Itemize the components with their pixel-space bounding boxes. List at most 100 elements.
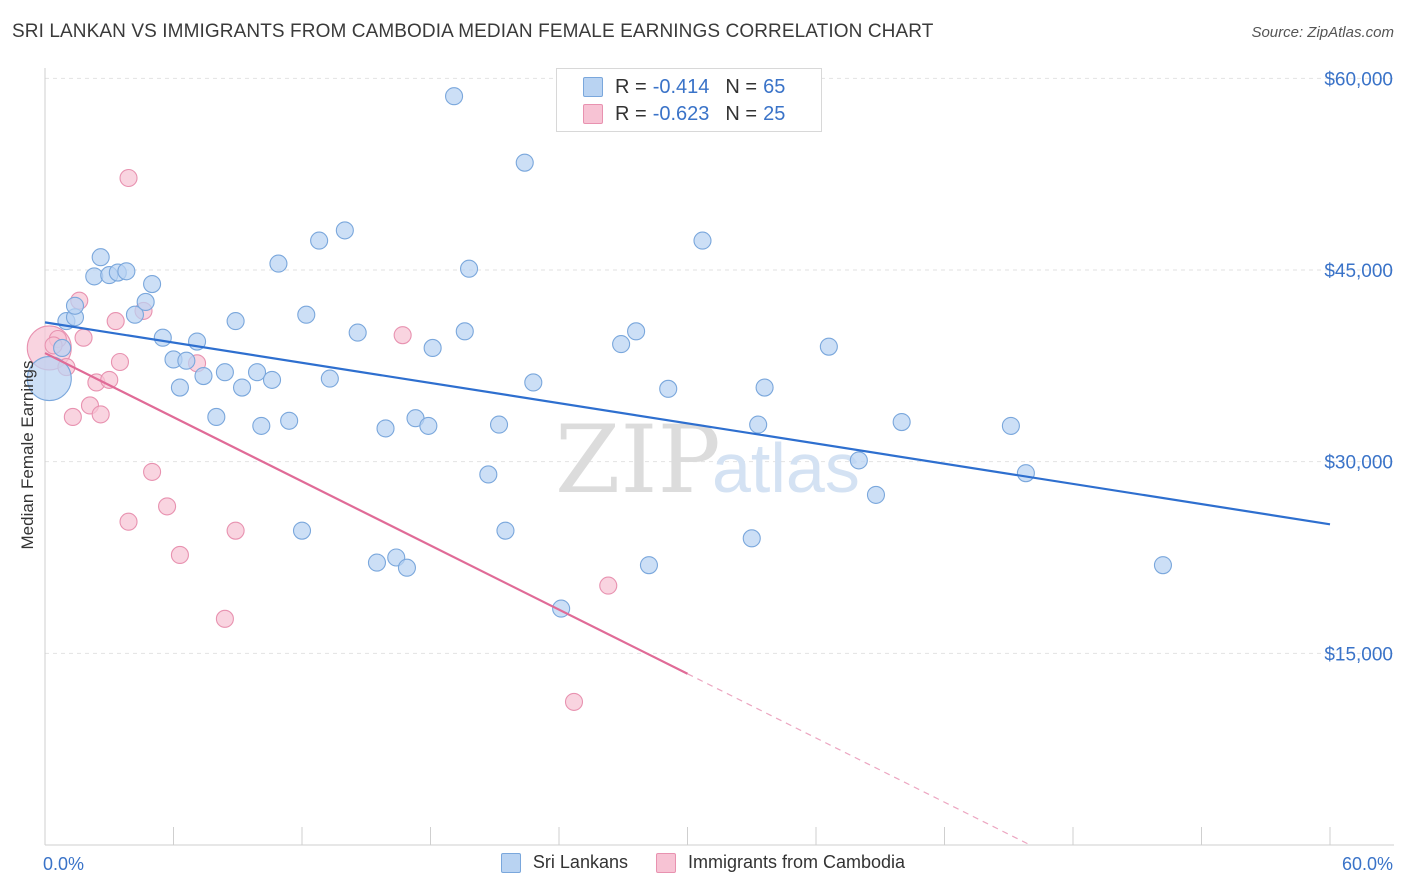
n-label: N = bbox=[725, 75, 758, 98]
data-point bbox=[489, 415, 509, 434]
source-label: Source: ZipAtlas.com bbox=[1251, 24, 1394, 41]
data-point bbox=[367, 553, 387, 572]
data-point bbox=[1016, 464, 1035, 483]
data-point bbox=[177, 351, 196, 370]
axes: 0.0% 60.0% bbox=[43, 827, 1394, 874]
data-point bbox=[194, 367, 213, 386]
data-point bbox=[892, 413, 911, 432]
data-point bbox=[232, 378, 252, 397]
trend-line-cambodia bbox=[44, 352, 688, 675]
legend-label: Sri Lankans bbox=[532, 852, 628, 872]
data-point bbox=[335, 221, 354, 240]
watermark-zip: ZIP bbox=[555, 406, 721, 515]
stats-row-cambodia: R = -0.623 N = 25 bbox=[583, 102, 785, 126]
data-point bbox=[226, 312, 245, 331]
data-point bbox=[423, 338, 442, 357]
r-value: -0.414 bbox=[652, 75, 710, 98]
trend-line-sri-lankans bbox=[44, 321, 1331, 526]
data-point bbox=[262, 370, 282, 389]
data-point bbox=[247, 363, 267, 382]
legend-label: Immigrants from Cambodia bbox=[687, 852, 906, 872]
data-point bbox=[119, 168, 138, 188]
data-point bbox=[143, 462, 162, 481]
y-tick-label: $45,000 bbox=[1324, 261, 1393, 282]
legend-item-sri-lankans: Sri Lankans bbox=[500, 852, 628, 873]
n-label: N = bbox=[725, 102, 758, 125]
data-point bbox=[136, 292, 155, 311]
r-label: R = bbox=[615, 102, 647, 125]
r-value: -0.623 bbox=[652, 102, 710, 125]
data-point bbox=[269, 254, 288, 273]
pink-swatch bbox=[655, 852, 676, 873]
data-point bbox=[53, 338, 72, 357]
data-point bbox=[455, 322, 474, 341]
data-point bbox=[91, 405, 110, 424]
data-point bbox=[215, 609, 234, 628]
data-point bbox=[320, 369, 339, 388]
data-point bbox=[292, 521, 312, 540]
data-point bbox=[479, 465, 498, 484]
data-point bbox=[1001, 416, 1020, 435]
data-point bbox=[158, 497, 177, 516]
data-point bbox=[849, 451, 868, 470]
data-point bbox=[110, 352, 130, 372]
data-point bbox=[445, 87, 464, 106]
data-point bbox=[280, 411, 299, 430]
data-point bbox=[85, 267, 104, 286]
data-point bbox=[348, 323, 367, 342]
data-point bbox=[117, 262, 136, 281]
stats-legend: R = -0.414 N = 65 R = -0.623 N = 25 bbox=[556, 68, 822, 132]
chart-title: SRI LANKAN VS IMMIGRANTS FROM CAMBODIA M… bbox=[12, 21, 934, 42]
data-point bbox=[599, 576, 618, 595]
data-point bbox=[819, 337, 838, 356]
data-point bbox=[74, 328, 93, 347]
data-point bbox=[515, 153, 534, 172]
data-point bbox=[459, 259, 479, 278]
data-point bbox=[207, 407, 226, 426]
data-point bbox=[755, 378, 774, 397]
trend-lines bbox=[44, 321, 1331, 846]
series-sri-lankans-points bbox=[26, 87, 1172, 618]
data-point bbox=[564, 692, 584, 711]
pink-swatch bbox=[583, 104, 603, 124]
data-point bbox=[125, 305, 144, 324]
series-cambodia-points bbox=[26, 168, 618, 711]
data-point bbox=[419, 416, 438, 435]
data-point bbox=[496, 521, 515, 540]
data-point bbox=[659, 379, 678, 398]
r-label: R = bbox=[615, 75, 647, 98]
data-point bbox=[170, 378, 189, 397]
data-point bbox=[215, 363, 234, 382]
data-point bbox=[63, 407, 82, 426]
watermark-atlas: atlas bbox=[712, 429, 860, 507]
data-point bbox=[26, 356, 72, 402]
data-point bbox=[170, 545, 189, 564]
y-axis-title: Median Female Earnings bbox=[18, 361, 37, 550]
data-point bbox=[1153, 556, 1172, 575]
y-tick-label: $60,000 bbox=[1324, 69, 1393, 90]
n-value: 65 bbox=[763, 75, 786, 98]
data-point bbox=[524, 373, 543, 392]
watermark: ZIP atlas bbox=[555, 406, 860, 515]
data-point bbox=[310, 231, 329, 250]
y-tick-label: $15,000 bbox=[1324, 644, 1393, 665]
data-point bbox=[91, 248, 110, 267]
data-point bbox=[627, 322, 646, 341]
data-point bbox=[252, 416, 271, 435]
data-point bbox=[376, 419, 395, 438]
legend-item-cambodia: Immigrants from Cambodia bbox=[655, 852, 906, 873]
grid: $15,000 $30,000 $45,000 $60,000 bbox=[44, 68, 1394, 845]
y-tick-label: $30,000 bbox=[1324, 453, 1393, 474]
x-tick-label: 0.0% bbox=[43, 854, 84, 874]
data-point bbox=[612, 335, 631, 354]
blue-swatch bbox=[500, 852, 521, 873]
data-point bbox=[393, 326, 412, 345]
stats-row-sri-lankans: R = -0.414 N = 65 bbox=[583, 75, 785, 99]
data-point bbox=[639, 556, 659, 575]
data-point bbox=[866, 485, 886, 504]
n-value: 25 bbox=[763, 102, 786, 125]
data-point bbox=[742, 529, 761, 548]
data-point bbox=[143, 275, 162, 294]
data-point bbox=[106, 312, 125, 331]
